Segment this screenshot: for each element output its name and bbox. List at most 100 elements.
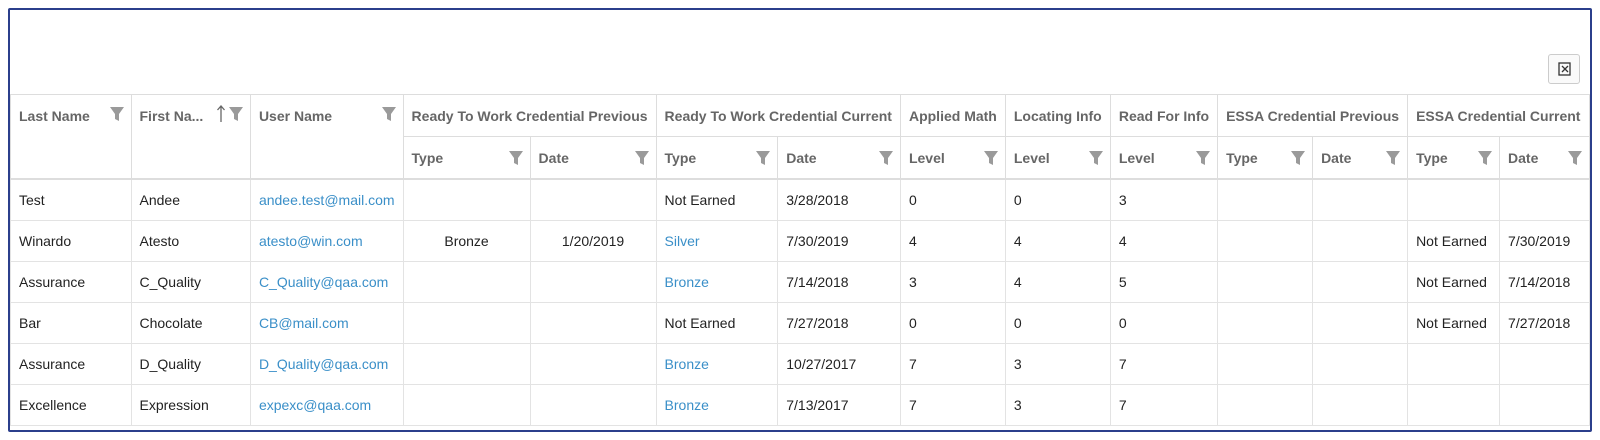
- sub-header-label: Level: [1013, 149, 1050, 166]
- table-cell: Expression: [130, 384, 251, 426]
- table-cell: CB@mail.com: [249, 302, 404, 344]
- column-header[interactable]: User Name: [249, 94, 404, 180]
- column-header[interactable]: Ready To Work Credential Previous: [402, 94, 657, 137]
- column-header[interactable]: Ready To Work Credential Current: [655, 94, 901, 137]
- sub-header[interactable]: Level: [1004, 136, 1111, 180]
- table-cell: [1499, 178, 1590, 221]
- table-cell: C_Quality@qaa.com: [249, 261, 404, 303]
- sub-header[interactable]: Date: [777, 136, 901, 180]
- column-header[interactable]: Locating Info: [1004, 94, 1111, 137]
- cell-link[interactable]: D_Quality@qaa.com: [258, 356, 389, 372]
- sub-header[interactable]: Type: [1217, 136, 1314, 180]
- cell-text: 10/27/2017: [786, 356, 857, 372]
- cell-text: Bar: [19, 315, 41, 331]
- cell-text: 7/30/2019: [1508, 233, 1571, 249]
- cell-link[interactable]: Bronze: [664, 397, 709, 413]
- sub-header[interactable]: Type: [655, 136, 779, 180]
- table-row[interactable]: Assurance C_Quality C_Quality@qaa.com Bronz…: [10, 261, 1590, 303]
- cell-text: Not Earned: [664, 192, 736, 208]
- sub-header[interactable]: Type: [402, 136, 531, 180]
- filter-icon[interactable]: [983, 149, 999, 167]
- column-header[interactable]: First Na...: [130, 94, 251, 180]
- sub-header-label: Type: [1226, 149, 1258, 166]
- sub-header[interactable]: Date: [529, 136, 657, 180]
- table-row[interactable]: Assurance D_Quality D_Quality@qaa.com Bronz…: [10, 343, 1590, 385]
- table-cell: [1312, 178, 1409, 221]
- table-cell: [402, 178, 531, 221]
- table-cell: [1499, 384, 1590, 426]
- sub-header[interactable]: Type: [1407, 136, 1501, 180]
- table-cell: 7/14/2018: [777, 261, 901, 303]
- cell-text: Expression: [139, 397, 209, 413]
- filter-icon[interactable]: [1088, 149, 1104, 167]
- cell-link[interactable]: expexc@qaa.com: [258, 397, 372, 413]
- cell-text: Not Earned: [664, 315, 736, 331]
- table-cell: [1407, 343, 1501, 385]
- cell-text: 3/28/2018: [786, 192, 849, 208]
- column-header[interactable]: Last Name: [10, 94, 132, 180]
- column-header[interactable]: Applied Math: [899, 94, 1006, 137]
- table-cell: [529, 384, 657, 426]
- cell-text: 7: [908, 397, 917, 413]
- cell-text: Not Earned: [1416, 233, 1487, 249]
- filter-icon[interactable]: [508, 149, 524, 167]
- sub-header[interactable]: Level: [899, 136, 1006, 180]
- header-label: Ready To Work Credential Previous: [411, 107, 648, 124]
- column-header[interactable]: Read For Info: [1109, 94, 1219, 137]
- table-cell: 0: [1004, 302, 1111, 344]
- filter-icon[interactable]: [1385, 149, 1401, 167]
- sort-icon[interactable]: [216, 104, 226, 124]
- cell-link[interactable]: Silver: [664, 233, 700, 249]
- cell-text: 7: [1118, 397, 1127, 413]
- header-label: ESSA Credential Previous: [1226, 107, 1400, 124]
- table-cell: [1217, 302, 1314, 344]
- table-cell: [1217, 384, 1314, 426]
- filter-icon[interactable]: [1477, 149, 1493, 167]
- filter-icon[interactable]: [109, 105, 125, 123]
- cell-text: Excellence: [19, 397, 87, 413]
- sub-header-label: Date: [538, 149, 569, 166]
- cell-text: 3: [1013, 356, 1022, 372]
- cell-link[interactable]: CB@mail.com: [258, 315, 349, 331]
- header-label: Applied Math: [908, 107, 997, 124]
- filter-icon[interactable]: [228, 105, 244, 123]
- filter-icon[interactable]: [634, 149, 650, 167]
- cell-link[interactable]: andee.test@mail.com: [258, 192, 395, 208]
- header-label: Locating Info: [1013, 107, 1102, 124]
- table-row[interactable]: Bar Chocolate CB@mail.com Not Earned 7/27/20…: [10, 302, 1590, 344]
- table-row[interactable]: Winardo Atesto atesto@win.com Bronze 1/20/20…: [10, 220, 1590, 262]
- table-cell: 0: [1109, 302, 1219, 344]
- grid-panel: Last Name First Na... User Name Ready To Wo…: [8, 8, 1592, 432]
- cell-link[interactable]: C_Quality@qaa.com: [258, 274, 389, 290]
- cell-link[interactable]: Bronze: [664, 274, 709, 290]
- export-button[interactable]: [1548, 54, 1580, 84]
- table-cell: 7/13/2017: [777, 384, 901, 426]
- cell-text: 7: [1118, 356, 1127, 372]
- cell-text: 0: [1118, 315, 1127, 331]
- table-cell: Assurance: [10, 261, 132, 303]
- filter-icon[interactable]: [1567, 149, 1583, 167]
- filter-icon[interactable]: [878, 149, 894, 167]
- filter-icon[interactable]: [381, 105, 397, 123]
- sub-header[interactable]: Date: [1312, 136, 1409, 180]
- cell-link[interactable]: Bronze: [664, 356, 709, 372]
- column-header[interactable]: ESSA Credential Previous: [1217, 94, 1409, 137]
- column-header[interactable]: ESSA Credential Current: [1407, 94, 1590, 137]
- table-cell: 10/27/2017: [777, 343, 901, 385]
- cell-text: Assurance: [19, 274, 86, 290]
- cell-link[interactable]: atesto@win.com: [258, 233, 363, 249]
- table-row[interactable]: Excellence Expression expexc@qaa.com Bronze…: [10, 384, 1590, 426]
- filter-icon[interactable]: [755, 149, 771, 167]
- table-cell: Bronze: [655, 384, 779, 426]
- sub-header[interactable]: Level: [1109, 136, 1219, 180]
- sub-header[interactable]: Date: [1499, 136, 1590, 180]
- filter-icon[interactable]: [1290, 149, 1306, 167]
- table-cell: Bronze: [402, 220, 531, 262]
- filter-icon[interactable]: [1195, 149, 1211, 167]
- table-cell: 0: [899, 302, 1006, 344]
- table-cell: 7: [899, 384, 1006, 426]
- table-row[interactable]: Test Andee andee.test@mail.com Not Earned 3/…: [10, 178, 1590, 221]
- header-label: Read For Info: [1118, 107, 1210, 124]
- table-cell: 4: [1004, 261, 1111, 303]
- table-cell: 3: [1004, 384, 1111, 426]
